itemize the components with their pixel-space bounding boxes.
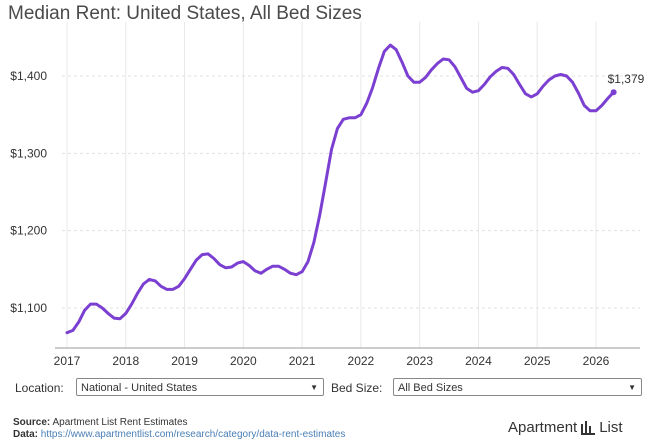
chevron-down-icon: ▼: [628, 383, 636, 392]
source-text: Apartment List Rent Estimates: [52, 417, 188, 428]
chevron-down-icon: ▼: [310, 383, 318, 392]
labels: 2017 2018 2019 2020 2021 2022 2023 2024 2025 2026…: [10, 69, 644, 368]
y-tick-label: $1,100: [10, 301, 47, 315]
y-tick-label: $1,400: [10, 69, 47, 83]
x-tick-label: 2023: [406, 354, 433, 368]
y-tick-label: $1,300: [10, 146, 47, 160]
location-label: Location:: [15, 381, 64, 395]
data-label: Data:: [13, 429, 39, 440]
x-tick-label: 2022: [348, 354, 375, 368]
series: [65, 43, 617, 335]
line-chart: 2017 2018 2019 2020 2021 2022 2023 2024 2025 2026…: [10, 22, 645, 368]
apartment-list-logo: Apartment List: [508, 419, 623, 436]
logo-text-right: List: [599, 419, 623, 436]
x-tick-label: 2021: [289, 354, 316, 368]
data-link[interactable]: https://www.apartmentlist.com/research/c…: [40, 429, 346, 440]
source-label: Source:: [13, 417, 51, 428]
building-bars-icon: [581, 420, 596, 435]
x-tick-label: 2024: [465, 354, 492, 368]
series-end-point: [610, 89, 617, 96]
filter-controls: Location: National - United States ▼ Bed…: [0, 378, 650, 400]
x-tick-label: 2020: [230, 354, 257, 368]
logo-text-left: Apartment: [508, 419, 578, 436]
x-tick-label: 2019: [171, 354, 198, 368]
x-tick-label: 2026: [583, 354, 610, 368]
bed-size-label: Bed Size:: [331, 381, 383, 395]
x-tick-label: 2025: [524, 354, 551, 368]
chart-footer: Source: Apartment List Rent Estimates Da…: [13, 417, 345, 441]
bed-size-select-value: All Bed Sizes: [398, 382, 463, 394]
bed-size-select[interactable]: All Bed Sizes ▼: [393, 378, 642, 396]
location-select-value: National - United States: [81, 382, 198, 394]
location-select[interactable]: National - United States ▼: [76, 378, 324, 396]
chart-title: Median Rent: United States, All Bed Size…: [8, 3, 362, 24]
grid: [62, 22, 640, 348]
x-tick-label: 2018: [112, 354, 139, 368]
y-tick-label: $1,200: [10, 224, 47, 238]
x-tick-label: 2017: [54, 354, 81, 368]
rent-series-line: [65, 43, 616, 335]
end-value-label: $1,379: [608, 72, 645, 86]
